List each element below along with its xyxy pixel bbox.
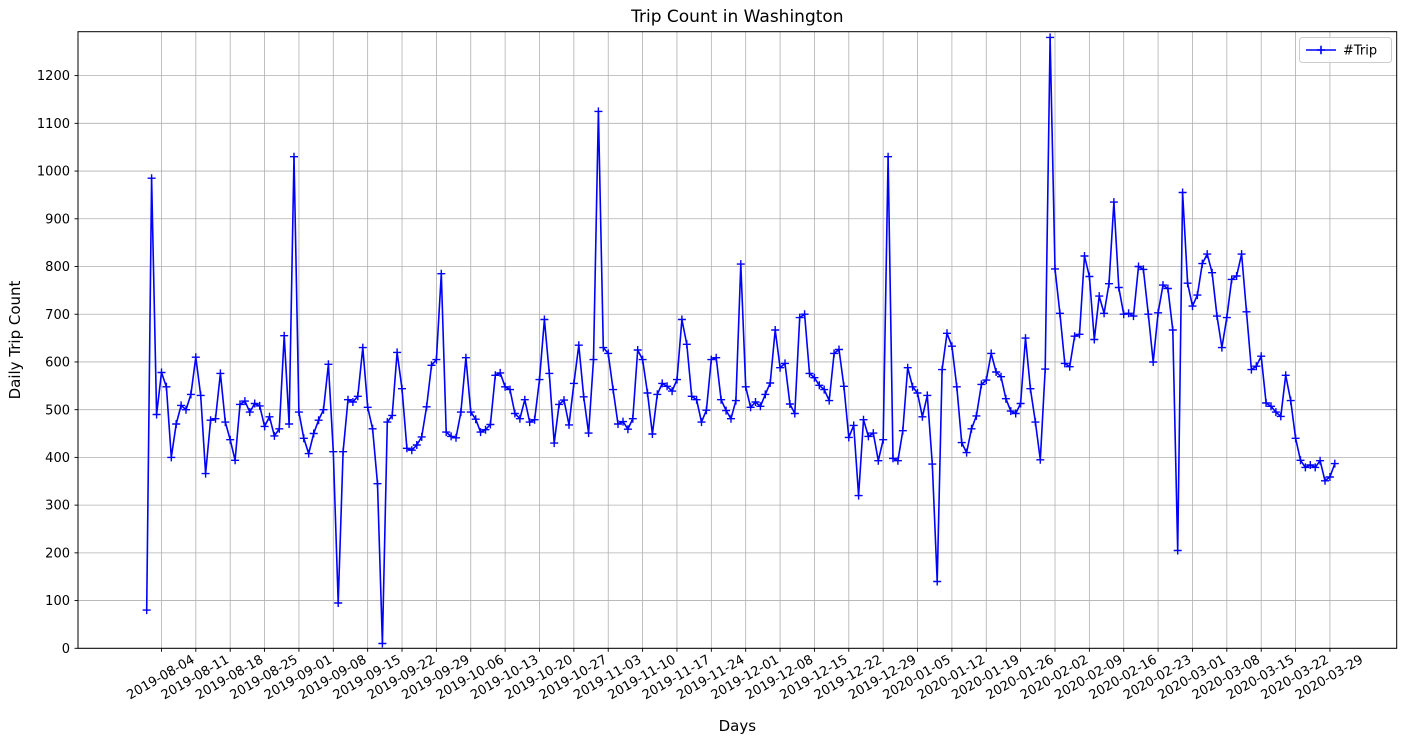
y-tick-label: 700: [45, 308, 70, 323]
y-tick-label: 900: [45, 212, 70, 227]
trip-count-series: [142, 33, 1339, 648]
y-tick-label: 1000: [37, 165, 70, 180]
y-tick-label: 400: [45, 451, 70, 466]
y-tick-label: 1100: [37, 117, 70, 132]
y-tick-label: 500: [45, 403, 70, 418]
y-axis-label: Daily Trip Count: [6, 280, 24, 399]
y-tick-label: 800: [45, 260, 70, 275]
y-tick-label: 200: [45, 546, 70, 561]
y-tick-label: 1200: [37, 69, 70, 84]
chart-title: Trip Count in Washington: [630, 7, 843, 27]
plot-border: [77, 31, 1398, 649]
legend-box: [1299, 37, 1392, 63]
y-tick-label: 300: [45, 499, 70, 514]
y-tick-label: 0: [62, 642, 70, 657]
legend-label: #Trip: [1343, 44, 1377, 59]
axis-tick-marks: [74, 75, 1331, 652]
x-axis-label: Days: [719, 717, 757, 735]
y-tick-label: 100: [45, 594, 70, 609]
legend-plus-marker: [1316, 45, 1326, 55]
y-tick-label: 600: [45, 356, 70, 371]
trip-count-plus-markers: [142, 33, 1339, 648]
y-axis-tick-labels: 0 100 200 300 400 500 600 700 800 900 1000 1100 1200: [37, 69, 70, 657]
legend: #Trip: [1299, 37, 1392, 63]
